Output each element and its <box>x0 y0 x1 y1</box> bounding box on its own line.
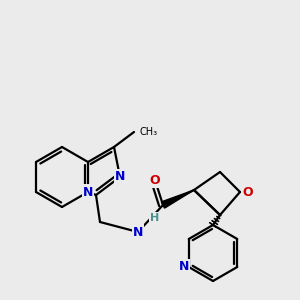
Text: N: N <box>83 185 93 199</box>
Text: CH₃: CH₃ <box>139 127 157 137</box>
Text: O: O <box>150 173 160 187</box>
Text: N: N <box>133 226 143 238</box>
Polygon shape <box>161 190 194 208</box>
Text: N: N <box>178 260 189 274</box>
Text: N: N <box>115 170 125 184</box>
Text: H: H <box>150 213 160 223</box>
Text: O: O <box>243 185 253 199</box>
